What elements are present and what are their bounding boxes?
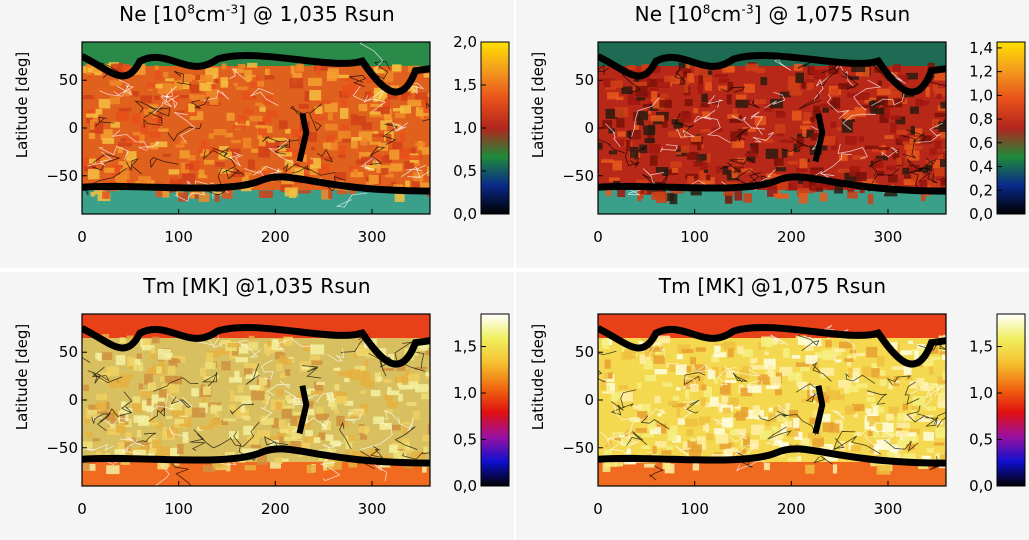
x-tick-label: 0 <box>77 228 87 246</box>
colorbar-tick-label: 1,0 <box>969 384 993 402</box>
colorbar-tick-label: 0,0 <box>453 477 477 495</box>
colorbar-tick-label: 0,5 <box>453 162 477 180</box>
y-tick-label: 0 <box>68 119 78 137</box>
colorbar-tick-label: 0,2 <box>969 181 993 199</box>
y-tick-label: −50 <box>562 439 594 457</box>
x-tick-label: 100 <box>164 228 193 246</box>
colorbar-tick-label: 0,4 <box>969 158 993 176</box>
y-tick-label: 0 <box>584 391 594 409</box>
colorbar <box>480 313 510 487</box>
y-tick-label: −50 <box>46 167 78 185</box>
x-tick-label: 300 <box>874 228 903 246</box>
y-tick-label: 50 <box>59 71 78 89</box>
x-tick-label: 200 <box>777 228 806 246</box>
colorbar <box>996 313 1026 487</box>
colorbar-tick-label: 1,5 <box>453 338 477 356</box>
colorbar-tick-label: 0,5 <box>453 431 477 449</box>
colorbar-tick-label: 1,5 <box>969 338 993 356</box>
x-tick-label: 0 <box>593 228 603 246</box>
x-tick-label: 200 <box>777 500 806 518</box>
chart-panel-tm-1035: Tm [MK] @1,035 Rsun Latitude [deg] 0 100 2… <box>0 272 514 540</box>
colorbar-tick-label: 1,0 <box>453 119 477 137</box>
x-tick-label: 100 <box>680 228 709 246</box>
x-tick-label: 300 <box>874 500 903 518</box>
chart-panel-ne-1035: Ne [108cm-3] @ 1,035 Rsun Latitude [deg]… <box>0 0 514 268</box>
x-tick-label: 100 <box>164 500 193 518</box>
heatmap-plot: 0 100 200 300 50 0 −50 1,5 1,0 0,5 0,0 <box>46 313 510 518</box>
heatmap-plot: 0 100 200 300 50 0 −50 1,5 1,0 0,5 0,0 <box>562 313 1026 518</box>
colorbar <box>996 41 1026 215</box>
heatmap-image <box>82 314 430 486</box>
colorbar-tick-label: 1,5 <box>453 76 477 94</box>
y-tick-label: 50 <box>575 71 594 89</box>
y-tick-label: 50 <box>575 343 594 361</box>
colorbar-tick-label: 0,0 <box>453 205 477 223</box>
chart-title: Ne [108cm-3] @ 1,075 Rsun <box>634 2 911 26</box>
x-tick-label: 200 <box>261 500 290 518</box>
x-tick-label: 100 <box>680 500 709 518</box>
x-tick-label: 200 <box>261 228 290 246</box>
y-tick-label: 50 <box>59 343 78 361</box>
colorbar-tick-label: 0,0 <box>969 477 993 495</box>
x-tick-label: 0 <box>593 500 603 518</box>
heatmap-image <box>598 314 946 486</box>
colorbar-tick-label: 1,0 <box>453 384 477 402</box>
y-tick-label: 0 <box>68 391 78 409</box>
y-tick-label: −50 <box>562 167 594 185</box>
chart-title: Tm [MK] @1,035 Rsun <box>143 274 371 298</box>
heatmap-plot: 0 100 200 300 50 0 −50 1,4 1,2 1,0 0,8 0,6 0,4 0,2 0,0 <box>562 39 1026 246</box>
x-tick-label: 0 <box>77 500 87 518</box>
colorbar-tick-label: 1,2 <box>969 63 993 81</box>
y-tick-label: 0 <box>584 119 594 137</box>
colorbar-tick-label: 1,4 <box>969 39 993 57</box>
colorbar-tick-label: 0,6 <box>969 134 993 152</box>
x-tick-label: 300 <box>358 228 387 246</box>
y-tick-label: −50 <box>46 439 78 457</box>
colorbar-tick-label: 0,8 <box>969 110 993 128</box>
colorbar-tick-label: 0,5 <box>969 431 993 449</box>
chart-title: Ne [108cm-3] @ 1,035 Rsun <box>119 2 395 26</box>
colorbar-tick-label: 0,0 <box>969 205 993 223</box>
colorbar-tick-label: 1,0 <box>969 86 993 104</box>
x-tick-label: 300 <box>358 500 387 518</box>
chart-panel-tm-1075: Tm [MK] @1,075 Rsun Latitude [deg] 0 100 2… <box>516 272 1029 540</box>
chart-title: Tm [MK] @1,075 Rsun <box>658 274 887 298</box>
colorbar-tick-label: 2,0 <box>453 33 477 51</box>
heatmap-image <box>598 42 946 214</box>
chart-panel-ne-1075: Ne [108cm-3] @ 1,075 Rsun Latitude [deg]… <box>516 0 1029 268</box>
heatmap-plot: 0 100 200 300 50 0 −50 2,0 1,5 1,0 0,5 0,0 <box>46 33 510 246</box>
heatmap-image <box>82 42 430 214</box>
